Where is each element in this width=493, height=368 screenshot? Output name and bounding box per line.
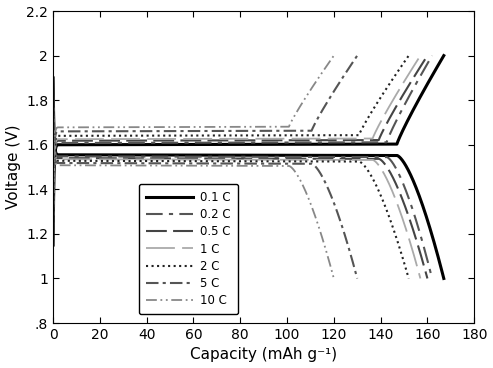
Y-axis label: Voltage (V): Voltage (V) bbox=[5, 125, 21, 209]
Legend: 0.1 C, 0.2 C, 0.5 C, 1 C, 2 C, 5 C, 10 C: 0.1 C, 0.2 C, 0.5 C, 1 C, 2 C, 5 C, 10 C bbox=[139, 184, 238, 314]
X-axis label: Capacity (mAh g⁻¹): Capacity (mAh g⁻¹) bbox=[190, 347, 337, 362]
